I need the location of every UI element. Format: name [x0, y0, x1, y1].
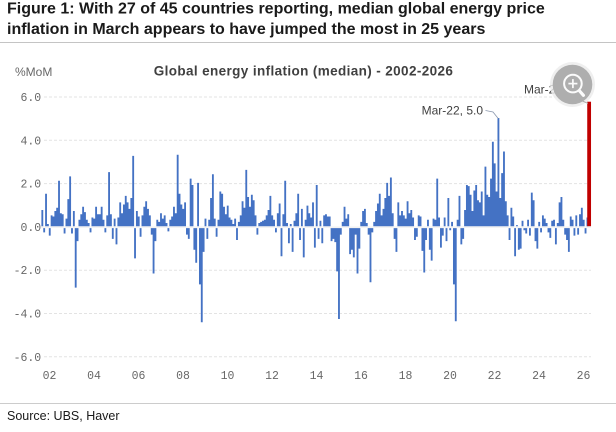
svg-text:Source: UBS, Haver: Source: UBS, Haver — [7, 409, 120, 423]
svg-text:Global energy inflation (media: Global energy inflation (median) - 2002-… — [154, 64, 454, 79]
svg-text:2.0: 2.0 — [20, 179, 41, 192]
svg-text:18: 18 — [399, 370, 413, 383]
svg-text:10: 10 — [221, 370, 235, 383]
svg-text:-2.0: -2.0 — [14, 265, 42, 278]
svg-text:-6.0: -6.0 — [14, 352, 42, 365]
svg-text:0.0: 0.0 — [20, 222, 41, 235]
svg-text:%MoM: %MoM — [15, 65, 52, 79]
svg-text:22: 22 — [488, 370, 502, 383]
svg-text:12: 12 — [265, 370, 279, 383]
svg-text:06: 06 — [132, 370, 146, 383]
svg-text:6.0: 6.0 — [20, 92, 41, 105]
svg-text:Figure 1: With 27 of 45 countr: Figure 1: With 27 of 45 countries report… — [7, 1, 545, 18]
svg-text:-4.0: -4.0 — [14, 309, 42, 322]
svg-text:inflation in March appears to: inflation in March appears to have jumpe… — [7, 21, 485, 38]
svg-text:04: 04 — [87, 370, 101, 383]
svg-text:08: 08 — [176, 370, 190, 383]
svg-text:4.0: 4.0 — [20, 135, 41, 148]
svg-text:16: 16 — [354, 370, 368, 383]
svg-text:14: 14 — [310, 370, 324, 383]
svg-text:26: 26 — [577, 370, 591, 383]
svg-text:24: 24 — [532, 370, 546, 383]
svg-text:02: 02 — [43, 370, 57, 383]
svg-text:20: 20 — [443, 370, 457, 383]
svg-text:Mar-22, 5.0: Mar-22, 5.0 — [422, 104, 484, 118]
